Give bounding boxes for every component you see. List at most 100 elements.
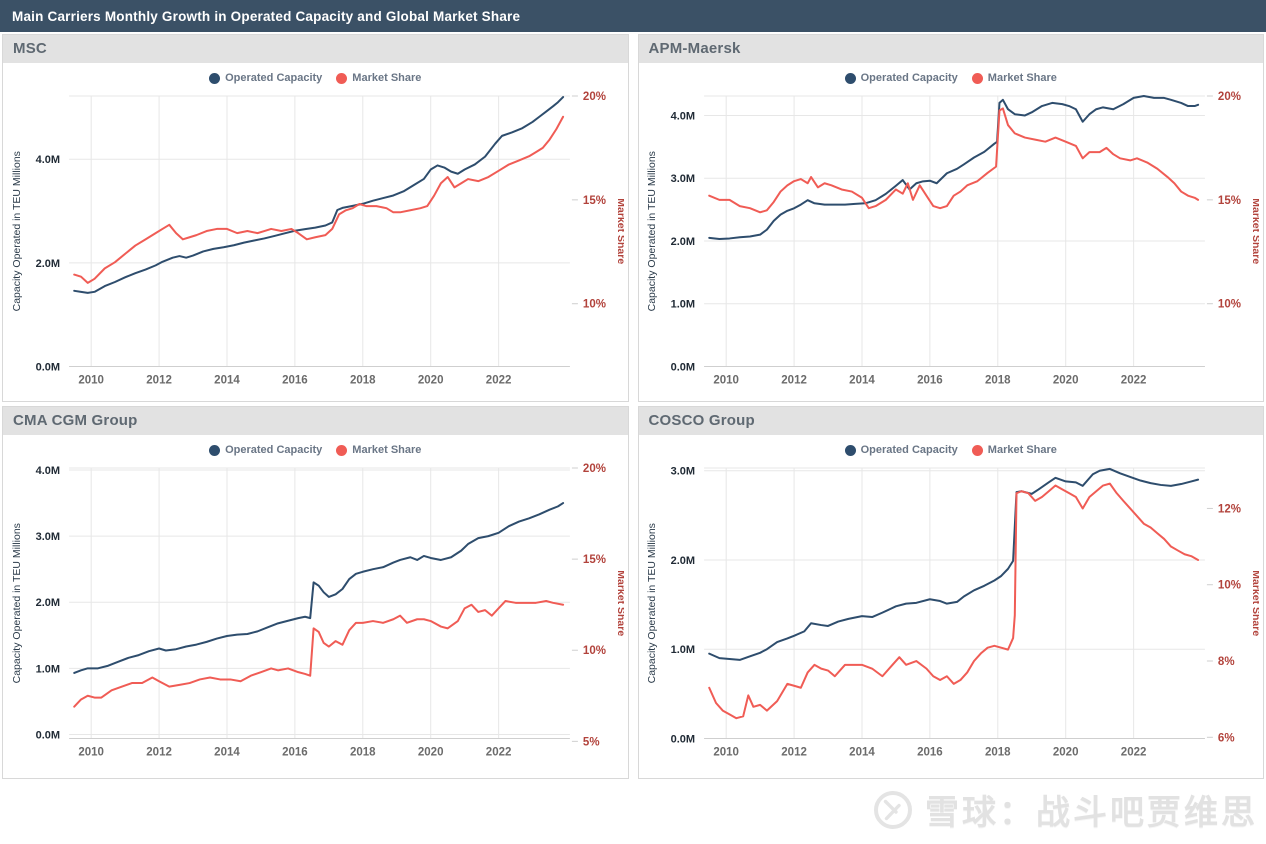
left-tick-label: 1.0M: [671, 299, 695, 311]
charts-grid: MSC Operated Capacity Market Share 2010 2…: [0, 32, 1266, 779]
panel-title-cma-cgm: CMA CGM Group: [3, 407, 628, 435]
page-title: Main Carriers Monthly Growth in Operated…: [12, 8, 521, 24]
panel-title-apm-maersk: APM-Maersk: [638, 35, 1263, 63]
share-dot-icon: [336, 72, 348, 84]
capacity-line: [708, 467, 1200, 661]
right-tick-label: 8%: [1218, 656, 1235, 668]
left-tick-label: 0.0M: [35, 729, 59, 741]
x-tick-label: 2018: [985, 374, 1011, 386]
legend-item-market-share[interactable]: Market Share: [971, 444, 1057, 456]
watermark-text: 雪球：战斗吧贾维思: [925, 794, 1258, 832]
xueqiu-logo-icon: [874, 790, 912, 829]
panel-body-apm-maersk: Operated Capacity Market Share 2010 2012 2…: [639, 63, 1264, 401]
x-tick-label: 2016: [917, 374, 943, 386]
right-tick-label: 15%: [583, 554, 606, 566]
legend-item-operated-capacity[interactable]: Operated Capacity: [209, 72, 322, 84]
left-tick-label: 0.0M: [671, 361, 695, 373]
x-tick-label: 2014: [214, 746, 240, 758]
right-tick-label: 12%: [1218, 503, 1241, 515]
legend-label: Operated Capacity: [225, 444, 323, 456]
legend-item-market-share[interactable]: Market Share: [971, 72, 1057, 84]
capacity-dot-icon: [844, 72, 856, 84]
x-tick-label: 2014: [849, 374, 875, 386]
panel-body-cosco: Operated Capacity Market Share 2010 2012 2…: [639, 435, 1264, 778]
right-axis-title: Market Share: [615, 570, 624, 636]
capacity-line: [708, 95, 1200, 241]
x-tick-label: 2012: [146, 746, 172, 758]
left-tick-label: 3.0M: [35, 531, 59, 543]
legend-item-market-share[interactable]: Market Share: [336, 444, 421, 456]
left-axis-title: Capacity Operated in TEU Millions: [11, 151, 23, 311]
x-tick-label: 2014: [849, 746, 875, 758]
left-tick-label: 3.0M: [671, 466, 695, 478]
share-dot-icon: [971, 444, 983, 456]
legend-item-market-share[interactable]: Market Share: [336, 72, 421, 84]
share-dot-icon: [971, 72, 983, 84]
x-tick-label: 2020: [1053, 746, 1079, 758]
share-line: [72, 600, 564, 708]
left-tick-label: 1.0M: [671, 644, 695, 656]
left-tick-label: 0.0M: [671, 733, 695, 745]
title-bar: Main Carriers Monthly Growth in Operated…: [0, 0, 1266, 32]
x-tick-label: 2020: [418, 374, 444, 386]
share-line: [72, 115, 564, 284]
left-axis-title: Capacity Operated in TEU Millions: [11, 523, 23, 683]
x-tick-label: 2010: [714, 374, 740, 386]
capacity-dot-icon: [844, 444, 856, 456]
right-tick-label: 10%: [1218, 580, 1241, 592]
x-tick-label: 2012: [782, 374, 808, 386]
right-axis-title: Market Share: [1250, 198, 1259, 264]
x-tick-label: 2020: [1053, 374, 1079, 386]
left-axis-title: Capacity Operated in TEU Millions: [646, 151, 658, 311]
panel-body-cma-cgm: Operated Capacity Market Share 2010 2012 2…: [3, 435, 628, 778]
left-tick-label: 0.0M: [35, 361, 59, 373]
panel-title-msc: MSC: [3, 35, 628, 63]
apm-maersk-line-chart: 2010 2012 2014 2016 2018 2020 2022 0.0M 1.0M 2.0M…: [646, 91, 1259, 386]
legend-item-operated-capacity[interactable]: Operated Capacity: [209, 444, 322, 456]
left-tick-label: 4.0M: [671, 110, 695, 122]
panel-apm-maersk: APM-Maersk Operated Capacity Market Shar…: [637, 34, 1264, 402]
left-tick-label: 2.0M: [35, 258, 59, 270]
share-line: [708, 107, 1200, 214]
x-tick-label: 2022: [1121, 746, 1147, 758]
left-tick-label: 2.0M: [35, 597, 59, 609]
share-dot-icon: [336, 444, 348, 456]
left-axis-title: Capacity Operated in TEU Millions: [646, 523, 658, 683]
chart-legend: Operated Capacity Market Share: [209, 68, 421, 88]
cma-cgm-line-chart: 2010 2012 2014 2016 2018 2020 2022 0.0M 1.0M 2.0M…: [11, 463, 624, 758]
legend-label: Operated Capacity: [225, 72, 323, 84]
capacity-line: [72, 502, 564, 674]
right-tick-label: 20%: [1218, 91, 1241, 103]
legend-label: Market Share: [352, 444, 422, 456]
legend-item-operated-capacity[interactable]: Operated Capacity: [844, 444, 958, 456]
chart-legend: Operated Capacity Market Share: [844, 68, 1057, 88]
chart-legend: Operated Capacity Market Share: [844, 440, 1057, 460]
x-tick-label: 2010: [714, 746, 740, 758]
left-tick-label: 3.0M: [671, 173, 695, 185]
right-axis-title: Market Share: [1250, 570, 1259, 636]
x-tick-label: 2022: [486, 746, 512, 758]
x-tick-label: 2022: [1121, 374, 1147, 386]
legend-label: Operated Capacity: [860, 72, 958, 84]
legend-label: Market Share: [987, 444, 1057, 456]
right-tick-label: 15%: [583, 195, 606, 207]
x-tick-label: 2018: [985, 746, 1011, 758]
left-tick-label: 1.0M: [35, 663, 59, 675]
left-tick-label: 4.0M: [35, 465, 59, 477]
msc-line-chart: 2010 2012 2014 2016 2018 2020 2022 0.0M 2.0M 4.0M…: [11, 91, 624, 386]
right-tick-label: 10%: [583, 645, 606, 657]
x-tick-label: 2018: [350, 746, 376, 758]
left-tick-label: 4.0M: [35, 154, 59, 166]
legend-item-operated-capacity[interactable]: Operated Capacity: [844, 72, 958, 84]
left-tick-label: 2.0M: [671, 555, 695, 567]
x-tick-label: 2010: [78, 746, 104, 758]
x-tick-label: 2010: [78, 374, 104, 386]
capacity-line: [72, 96, 564, 294]
cosco-line-chart: 2010 2012 2014 2016 2018 2020 2022 0.0M 1.0M 2.0M…: [646, 466, 1259, 759]
x-tick-label: 2014: [214, 374, 240, 386]
x-tick-label: 2016: [282, 746, 308, 758]
x-tick-label: 2022: [486, 374, 512, 386]
panel-cma-cgm: CMA CGM Group Operated Capacity Market S…: [2, 406, 629, 779]
x-tick-label: 2020: [418, 746, 444, 758]
